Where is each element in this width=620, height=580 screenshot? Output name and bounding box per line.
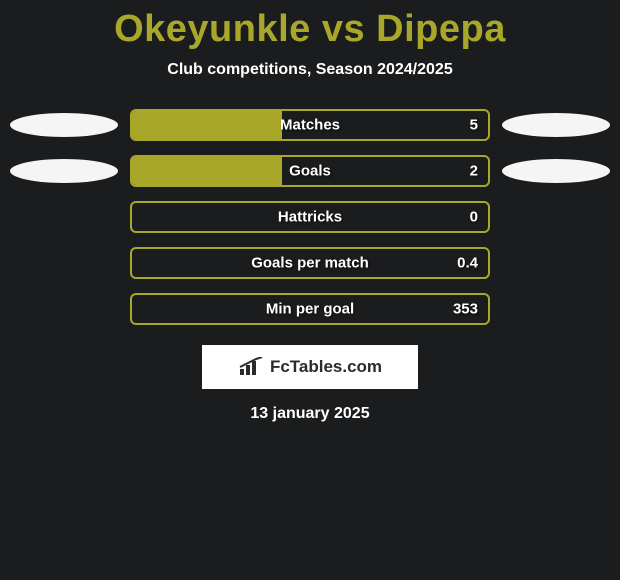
page-subtitle: Club competitions, Season 2024/2025 — [0, 61, 620, 79]
left-pill — [10, 159, 118, 183]
bar-value: 2 — [470, 163, 478, 180]
bar-label: Goals per match — [251, 255, 369, 272]
stat-row: Matches 5 — [10, 109, 610, 141]
bar-chart-icon — [238, 357, 264, 377]
bar-value: 353 — [453, 301, 478, 318]
bar-label: Matches — [280, 117, 340, 134]
stat-bar: Hattricks 0 — [130, 201, 490, 233]
brand-text: FcTables.com — [270, 357, 382, 377]
bar-fill — [132, 111, 282, 139]
left-pill — [10, 113, 118, 137]
bar-label: Goals — [289, 163, 331, 180]
bar-fill — [132, 157, 282, 185]
brand-badge[interactable]: FcTables.com — [202, 345, 418, 389]
stat-bar: Min per goal 353 — [130, 293, 490, 325]
bar-label: Hattricks — [278, 209, 342, 226]
footer-date: 13 january 2025 — [0, 405, 620, 423]
page-title: Okeyunkle vs Dipepa — [0, 0, 620, 51]
stat-row: Min per goal 353 — [10, 293, 610, 325]
stat-bar: Matches 5 — [130, 109, 490, 141]
bar-label: Min per goal — [266, 301, 354, 318]
bar-value: 0 — [470, 209, 478, 226]
stat-row: Goals per match 0.4 — [10, 247, 610, 279]
stats-chart: Matches 5 Goals 2 Hattricks 0 Goals per … — [0, 109, 620, 325]
stat-row: Goals 2 — [10, 155, 610, 187]
stat-row: Hattricks 0 — [10, 201, 610, 233]
bar-value: 5 — [470, 117, 478, 134]
right-pill — [502, 113, 610, 137]
right-pill — [502, 159, 610, 183]
bar-value: 0.4 — [457, 255, 478, 272]
stat-bar: Goals per match 0.4 — [130, 247, 490, 279]
stat-bar: Goals 2 — [130, 155, 490, 187]
